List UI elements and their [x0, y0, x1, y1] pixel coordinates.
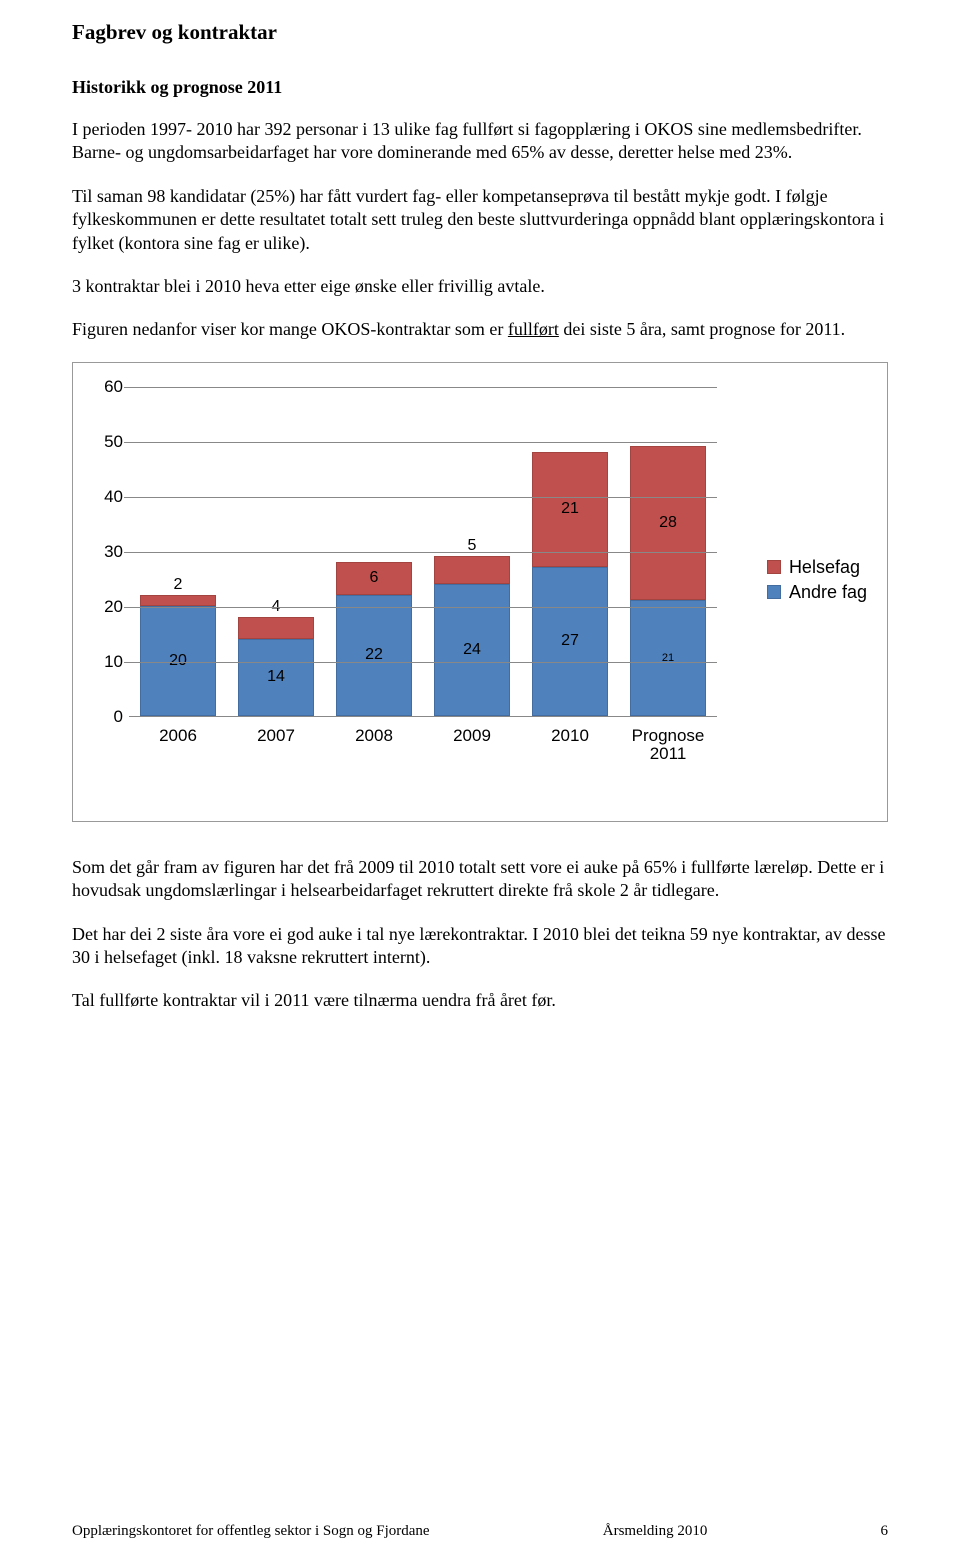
- chart-x-label: Prognose 2011: [630, 717, 706, 747]
- chart-x-label: 2010: [532, 717, 608, 747]
- legend-swatch: [767, 585, 781, 599]
- legend-item: Andre fag: [767, 582, 867, 603]
- page-footer: Opplæringskontoret for offentleg sektor …: [72, 1523, 888, 1540]
- chart-bar: 21 28: [630, 446, 706, 716]
- chart-y-tick: 30: [93, 542, 123, 562]
- chart-value-label: 28: [631, 514, 705, 532]
- chart-value-label: 27: [533, 632, 607, 650]
- chart-x-label: 2008: [336, 717, 412, 747]
- paragraph: Som det går fram av figuren har det frå …: [72, 856, 888, 903]
- chart-container: 20214422624527212128 0102030405060 20062…: [72, 362, 888, 822]
- chart-gridline: [129, 552, 717, 553]
- chart-y-tick: 50: [93, 432, 123, 452]
- legend-label: Andre fag: [789, 582, 867, 603]
- text: dei siste 5 åra, samt prognose for 2011.: [559, 319, 845, 339]
- chart-value-label: 2: [141, 576, 215, 594]
- chart-bar-segment-andre: 21: [630, 600, 706, 716]
- text: Figuren nedanfor viser kor mange OKOS-ko…: [72, 319, 508, 339]
- chart-x-label: 2007: [238, 717, 314, 747]
- chart-bar: 226: [336, 562, 412, 716]
- chart-bar-segment-andre: 22: [336, 595, 412, 716]
- chart-bar: 20 2: [140, 595, 216, 716]
- chart-y-tick: 60: [93, 377, 123, 397]
- chart-gridline: [129, 607, 717, 608]
- chart-bar-segment-helse: 21: [532, 452, 608, 568]
- chart-y-tick: 20: [93, 597, 123, 617]
- chart-gridline: [129, 497, 717, 498]
- paragraph: Figuren nedanfor viser kor mange OKOS-ko…: [72, 318, 888, 341]
- chart-x-label: 2006: [140, 717, 216, 747]
- paragraph: Tal fullførte kontraktar vil i 2011 være…: [72, 989, 888, 1012]
- underlined-text: fullført: [508, 319, 559, 339]
- footer-left: Opplæringskontoret for offentleg sektor …: [72, 1523, 430, 1540]
- paragraph: Til saman 98 kandidatar (25%) har fått v…: [72, 185, 888, 255]
- chart-bar: 14 4: [238, 617, 314, 716]
- chart-x-label: 2009: [434, 717, 510, 747]
- chart-bar-segment-helse: 4: [238, 617, 314, 639]
- page-title: Fagbrev og kontraktar: [72, 20, 888, 45]
- chart-plot: 20214422624527212128 0102030405060: [129, 387, 717, 717]
- chart-bar-segment-helse: 28: [630, 446, 706, 600]
- chart-gridline: [129, 662, 717, 663]
- chart-gridline: [129, 442, 717, 443]
- chart-y-tick: 10: [93, 652, 123, 672]
- chart-bar-segment-helse: 5: [434, 556, 510, 584]
- chart-value-label: 24: [435, 641, 509, 659]
- legend-item: Helsefag: [767, 557, 867, 578]
- chart-bar: 24 5: [434, 556, 510, 716]
- chart-gridline: [129, 387, 717, 388]
- chart-x-axis: 2006 2007 2008 2009 2010 Prognose 2011: [129, 717, 717, 747]
- chart-value-label: 14: [239, 668, 313, 686]
- section-subtitle: Historikk og prognose 2011: [72, 77, 888, 98]
- chart-legend: Helsefag Andre fag: [767, 553, 867, 607]
- footer-center: Årsmelding 2010: [603, 1523, 708, 1540]
- paragraph: Det har dei 2 siste åra vore ei god auke…: [72, 923, 888, 970]
- paragraph: I perioden 1997- 2010 har 392 personar i…: [72, 118, 888, 165]
- chart-bar-segment-andre: 27: [532, 567, 608, 716]
- chart-bar: 27 21: [532, 452, 608, 716]
- legend-label: Helsefag: [789, 557, 860, 578]
- chart-bar-segment-andre: 14: [238, 639, 314, 716]
- chart-value-label: 21: [533, 500, 607, 518]
- chart-bar-segment-andre: 20: [140, 606, 216, 716]
- legend-swatch: [767, 560, 781, 574]
- paragraph: 3 kontraktar blei i 2010 heva etter eige…: [72, 275, 888, 298]
- chart-bar-segment-helse: 6: [336, 562, 412, 595]
- chart-value-label: 20: [141, 652, 215, 670]
- chart-bar-segment-andre: 24: [434, 584, 510, 716]
- chart-y-tick: 40: [93, 487, 123, 507]
- chart-y-tick: 0: [93, 707, 123, 727]
- chart-plot-area: 20214422624527212128 0102030405060 20062…: [129, 387, 717, 747]
- chart-value-label: 6: [337, 569, 411, 587]
- chart-bar-segment-helse: 2: [140, 595, 216, 606]
- footer-right: 6: [880, 1523, 888, 1540]
